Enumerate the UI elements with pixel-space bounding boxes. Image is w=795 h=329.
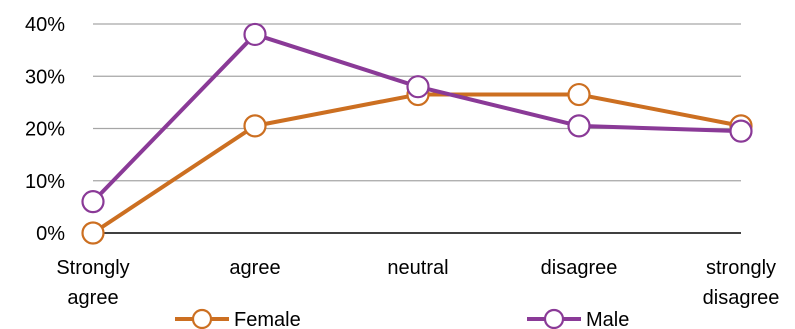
x-tick-label-line: agree: [67, 287, 118, 309]
data-point-male: [729, 119, 753, 143]
x-tick-label-line: Strongly: [56, 257, 129, 279]
x-tick-label-line: neutral: [387, 257, 448, 279]
y-tick-label: 30%: [25, 66, 65, 88]
y-axis-tick-labels: 0% 10% 20% 30% 40%: [25, 14, 65, 245]
legend-marker-female: [191, 308, 213, 329]
data-point-female: [567, 82, 591, 107]
data-point-male: [567, 114, 591, 138]
series-line-female: [91, 92, 742, 235]
x-tick-label: agree: [229, 257, 280, 279]
x-tick-label-line: disagree: [703, 287, 780, 309]
y-tick-label: 0%: [36, 223, 65, 245]
x-tick-label-line: agree: [229, 257, 280, 279]
data-point-male: [243, 22, 267, 47]
x-tick-label: disagree: [541, 257, 618, 279]
legend: Female Male: [175, 308, 629, 329]
legend-label-female: Female: [234, 309, 301, 329]
x-tick-label-line: strongly: [706, 257, 776, 279]
y-tick-label: 40%: [25, 14, 65, 36]
data-point-male: [406, 75, 430, 99]
x-tick-label: Strongly agree: [56, 257, 129, 309]
series-group: [81, 22, 753, 245]
x-tick-label: neutral: [387, 257, 448, 279]
data-point-female: [243, 114, 267, 138]
legend-marker-male: [543, 308, 565, 329]
series-line-male: [91, 32, 742, 204]
legend-label-male: Male: [586, 309, 629, 329]
data-point-female: [81, 221, 105, 245]
x-tick-label-line: disagree: [541, 257, 618, 279]
x-tick-label: strongly disagree: [703, 257, 780, 309]
data-point-male: [81, 190, 105, 214]
y-tick-label: 20%: [25, 119, 65, 141]
y-tick-label: 10%: [25, 171, 65, 193]
